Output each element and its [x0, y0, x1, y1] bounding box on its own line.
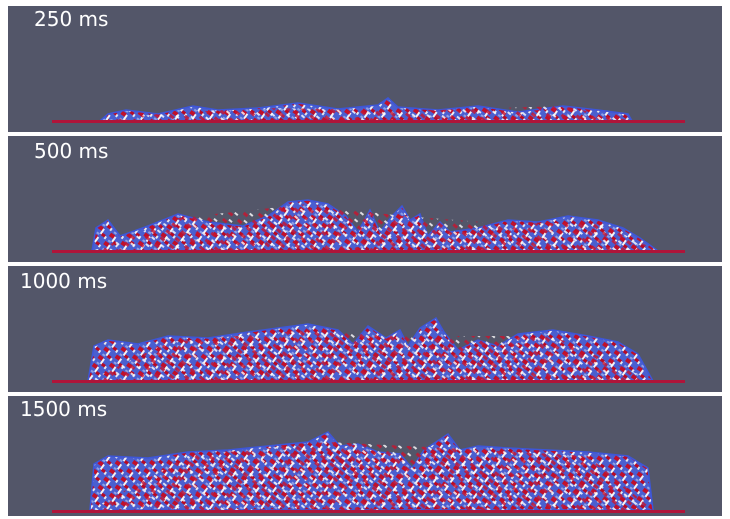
time-label: 500 ms [34, 139, 108, 163]
time-label: 250 ms [34, 7, 108, 31]
frame: 500 ms [8, 136, 722, 262]
time-label: 1500 ms [20, 397, 107, 421]
simulation-frames: 250 ms 500 ms 1000 ms 1500 ms [0, 0, 730, 519]
time-label: 1000 ms [20, 269, 107, 293]
frame: 1000 ms [8, 266, 722, 392]
frame: 1500 ms [8, 396, 722, 516]
frame: 250 ms [8, 6, 722, 132]
